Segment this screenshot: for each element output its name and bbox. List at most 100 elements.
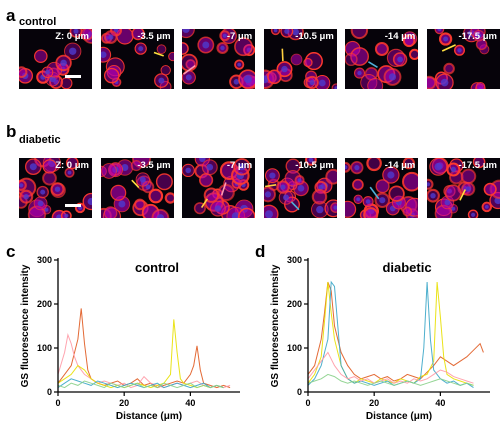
nucleus-mark	[111, 166, 119, 173]
line-scan-marker	[264, 184, 277, 188]
nucleus-mark	[471, 212, 476, 217]
cell-mark	[151, 208, 169, 218]
y-axis-title: GS fluorescence intensity	[20, 264, 31, 387]
cell-mark	[475, 81, 486, 89]
cell-mark	[434, 29, 445, 35]
nucleus-mark	[67, 170, 72, 175]
line-scan-marker	[281, 48, 284, 62]
cell-mark	[33, 49, 48, 63]
line-scan-marker	[459, 189, 467, 201]
series-line	[307, 351, 474, 384]
nucleus-mark	[40, 189, 46, 195]
cell-mark	[351, 29, 369, 40]
series-line	[57, 308, 231, 389]
x-axis-title: Distance (μm)	[116, 411, 182, 422]
nucleus-mark	[49, 76, 56, 83]
nucleus-mark	[333, 205, 337, 210]
nucleus-mark	[434, 162, 443, 171]
series-line	[57, 378, 224, 389]
cell-mark	[409, 48, 419, 60]
nucleus-mark	[206, 163, 214, 171]
nucleus-mark	[117, 200, 125, 208]
chart-diabetic: 0 100 200 300 0 20 40 Distance (μm) GS fluoresce…	[250, 240, 495, 422]
cell-mark	[345, 52, 359, 66]
cell-mark	[131, 29, 145, 41]
nucleus-mark	[19, 183, 24, 188]
z-depth-label: -17.5 μm	[458, 160, 497, 171]
nucleus-mark	[44, 207, 49, 212]
nucleus-mark	[476, 33, 482, 39]
z-depth-label: -7 μm	[226, 160, 253, 171]
chart-title: diabetic	[382, 260, 431, 275]
cell-mark	[217, 183, 236, 202]
x-tick-label: 20	[119, 398, 129, 408]
nucleus-mark	[308, 158, 313, 163]
nucleus-mark	[437, 29, 442, 32]
y-tick-label: 100	[37, 343, 52, 353]
nucleus-mark	[389, 73, 397, 81]
nucleus-mark	[450, 166, 457, 173]
x-axis-title: Distance (μm)	[366, 411, 432, 422]
nucleus-mark	[291, 29, 299, 36]
series-line	[307, 373, 474, 386]
nucleus-mark	[397, 56, 404, 63]
cell-mark	[238, 207, 256, 218]
cell-mark	[402, 171, 419, 192]
nucleus-mark	[222, 33, 227, 38]
cell-mark	[155, 173, 173, 191]
nucleus-mark	[231, 212, 240, 218]
cell-mark	[363, 207, 379, 218]
nucleus-mark	[185, 74, 192, 81]
nucleus-mark	[220, 45, 225, 51]
cell-mark	[130, 160, 142, 172]
nucleus-mark	[238, 163, 246, 171]
nucleus-mark	[100, 51, 107, 58]
panel-c-letter: c	[6, 242, 16, 261]
chart-control: 0 100 200 300 0 20 40 Distance (μm) GS fluoresce…	[0, 240, 245, 422]
z-depth-label: -3.5 μm	[137, 160, 171, 171]
y-tick-label: 200	[287, 299, 302, 309]
panel-b-label: diabetic	[19, 134, 61, 146]
nucleus-mark	[37, 200, 44, 207]
series-line	[57, 332, 231, 389]
nucleus-mark	[137, 46, 143, 52]
line-scan-marker	[368, 61, 379, 68]
cell-mark	[311, 189, 328, 205]
cell-mark	[133, 198, 146, 211]
nucleus-mark	[345, 165, 348, 170]
nucleus-mark	[107, 34, 113, 40]
y-tick-label: 200	[37, 299, 52, 309]
nucleus-mark	[139, 176, 146, 183]
panel-b-letter: b	[6, 122, 17, 141]
cell-mark	[303, 57, 313, 68]
micrograph-tile: -7 μm	[182, 29, 256, 89]
cell-mark	[234, 37, 254, 57]
cell-mark	[182, 42, 189, 55]
nucleus-mark	[354, 165, 360, 171]
cell-mark	[103, 67, 120, 84]
nucleus-mark	[244, 75, 253, 84]
cell-mark	[42, 159, 57, 174]
micrograph-tile: -3.5 μm	[100, 29, 174, 89]
nucleus-mark	[23, 194, 29, 200]
y-tick-label: 300	[37, 255, 52, 265]
nucleus-mark	[56, 214, 63, 218]
micrograph-tile: -17.5 μm	[427, 158, 500, 218]
cell-mark	[403, 34, 416, 48]
nucleus-mark	[233, 79, 240, 85]
cell-mark	[100, 163, 117, 179]
z-depth-label: Z: 0 μm	[55, 160, 89, 171]
cell-mark	[290, 53, 303, 66]
nucleus-mark	[309, 79, 315, 86]
cell-mark	[148, 188, 163, 204]
cell-mark	[375, 179, 391, 194]
cell-mark	[350, 47, 370, 66]
micrograph-tile: -3.5 μm	[100, 158, 174, 218]
y-axis-title: GS fluorescence intensity	[270, 264, 281, 387]
cell-mark	[345, 161, 352, 173]
nucleus-mark	[273, 29, 278, 33]
nucleus-mark	[457, 48, 462, 53]
nucleus-mark	[465, 186, 471, 192]
nucleus-mark	[64, 213, 69, 218]
nucleus-mark	[297, 178, 302, 182]
